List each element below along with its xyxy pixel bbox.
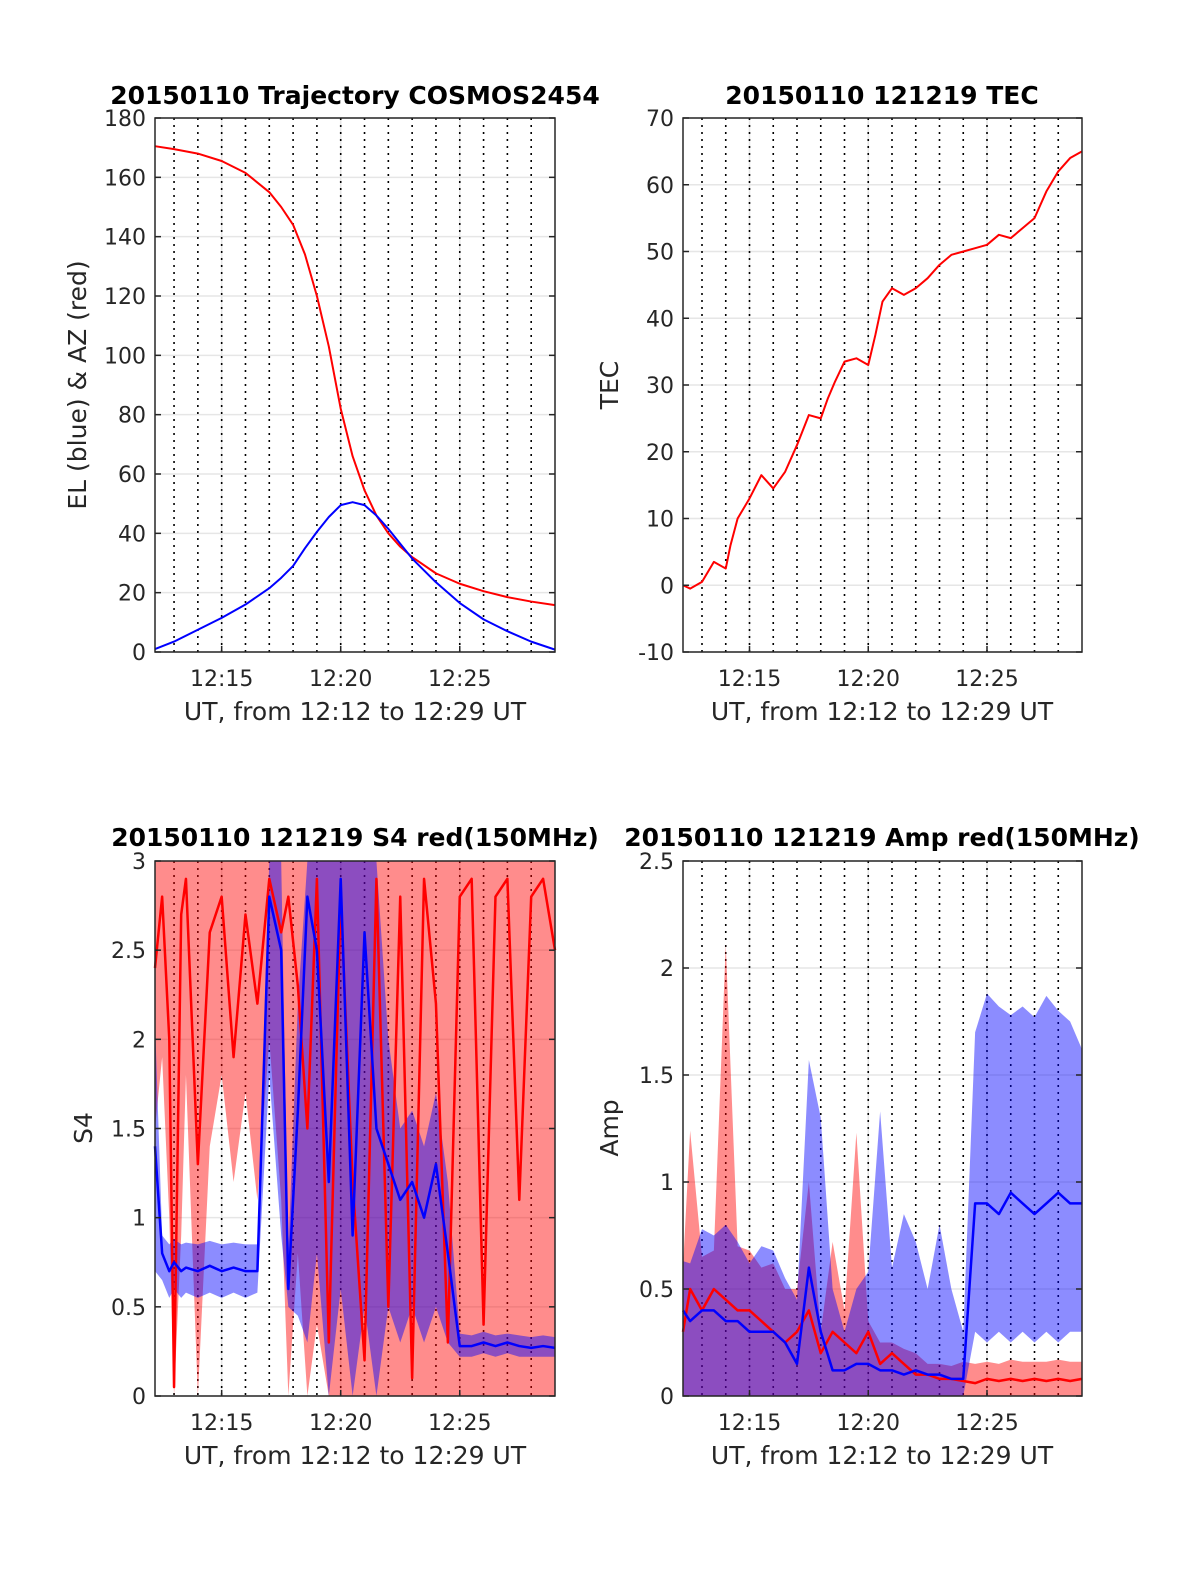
trajectory-y-tick-label: 40 xyxy=(118,522,146,547)
s4-plot-area: 0 0.5 1 1.5 2 2.5 3 12:15 12:20 12:25 xyxy=(111,850,557,1436)
trajectory-y-tick-label: 160 xyxy=(104,166,146,191)
trajectory-x-tick-label: 12:25 xyxy=(428,667,491,692)
s4-x-tick-label: 12:15 xyxy=(190,1411,253,1436)
s4-x-tick-label: 12:25 xyxy=(428,1411,491,1436)
trajectory-y-tick-label: 100 xyxy=(104,344,146,369)
trajectory-AZ-line xyxy=(154,145,556,607)
tec-y-tick-label: 10 xyxy=(646,508,674,533)
amp-axes-box xyxy=(682,860,1083,1397)
amp-title: 20150110 121219 Amp red(150MHz) xyxy=(624,823,1140,852)
tec-x-label: UT, from 12:12 to 12:29 UT xyxy=(711,697,1054,726)
trajectory-y-tick-label: 80 xyxy=(118,404,146,429)
tec-y-tick-label: 30 xyxy=(646,374,674,399)
trajectory-x-label: UT, from 12:12 to 12:29 UT xyxy=(184,697,527,726)
tec-y-tick-label: 40 xyxy=(646,307,674,332)
trajectory-y-tick-label: 120 xyxy=(104,285,146,310)
s4-y-tick-label: 1.5 xyxy=(111,1118,146,1143)
amp-blue-line xyxy=(681,1191,1082,1381)
tec-y-tick-label: 0 xyxy=(660,574,674,599)
tec-y-tick-label: 60 xyxy=(646,174,674,199)
s4-y-label: S4 xyxy=(69,1112,98,1144)
trajectory-EL-line xyxy=(154,501,556,651)
s4-y-tick-label: 3 xyxy=(132,850,146,875)
tec-x-tick-label: 12:20 xyxy=(837,667,900,692)
trajectory-y-tick-label: 140 xyxy=(104,226,146,251)
s4-x-tick-label: 12:20 xyxy=(309,1411,372,1436)
amp-y-tick-label: 1.5 xyxy=(639,1064,674,1089)
amp-y-tick-label: 0.5 xyxy=(639,1278,674,1303)
tec-plot-area: -10 0 10 20 30 40 50 60 70 12:15 12:20 12:25 xyxy=(638,107,1083,692)
amp-red-line xyxy=(681,1287,1083,1385)
s4-y-tick-label: 0 xyxy=(132,1385,146,1410)
tec-title: 20150110 121219 TEC xyxy=(725,81,1038,110)
trajectory-axes-box xyxy=(154,117,556,653)
tec-TEC-line xyxy=(682,150,1083,590)
tec-y-label: TEC xyxy=(595,361,624,411)
amp-y-tick-label: 0 xyxy=(660,1385,674,1410)
panel-s4: 0 0.5 1 1.5 2 2.5 3 12:15 12:20 12:25 20150110 12… xyxy=(69,823,599,1470)
amp-y-label: Amp xyxy=(595,1099,624,1156)
amp-y-tick-label: 2 xyxy=(660,957,674,982)
s4-red-line xyxy=(153,877,557,1389)
trajectory-y-tick-label: 60 xyxy=(118,463,146,488)
trajectory-x-tick-label: 12:20 xyxy=(309,667,372,692)
panel-amp: 0 0.5 1 1.5 2 2.5 12:15 12:20 12:25 20150110 121… xyxy=(595,823,1140,1470)
tec-x-tick-label: 12:15 xyxy=(718,667,781,692)
tec-x-tick-label: 12:25 xyxy=(955,667,1018,692)
trajectory-x-tick-label: 12:15 xyxy=(190,667,253,692)
tec-y-tick-label: 70 xyxy=(646,107,674,132)
amp-x-tick-label: 12:20 xyxy=(837,1411,900,1436)
s4-blue-line xyxy=(153,877,556,1350)
trajectory-y-tick-label: 0 xyxy=(132,641,146,666)
trajectory-y-label: EL (blue) & AZ (red) xyxy=(63,260,92,509)
amp-y-tick-label: 2.5 xyxy=(639,850,674,875)
tec-y-tick-label: 50 xyxy=(646,241,674,266)
s4-y-tick-label: 1 xyxy=(132,1207,146,1232)
amp-blue-range-band xyxy=(683,993,1082,1396)
tec-y-tick-label: 20 xyxy=(646,441,674,466)
amp-plot-area: 0 0.5 1 1.5 2 2.5 12:15 12:20 12:25 xyxy=(639,850,1083,1436)
panel-tec: -10 0 10 20 30 40 50 60 70 12:15 12:20 12:25 201501… xyxy=(595,81,1083,726)
trajectory-y-tick-label: 180 xyxy=(104,107,146,132)
tec-y-tick-label: -10 xyxy=(638,641,674,666)
s4-blue-range-band xyxy=(155,861,555,1396)
trajectory-y-tick-label: 20 xyxy=(118,582,146,607)
s4-title: 20150110 121219 S4 red(150MHz) xyxy=(111,823,599,852)
s4-y-tick-label: 2 xyxy=(132,1028,146,1053)
amp-x-tick-label: 12:25 xyxy=(955,1411,1018,1436)
amp-y-tick-label: 1 xyxy=(660,1171,674,1196)
s4-y-tick-label: 2.5 xyxy=(111,939,146,964)
amp-x-label: UT, from 12:12 to 12:29 UT xyxy=(711,1441,1054,1470)
trajectory-title: 20150110 Trajectory COSMOS2454 xyxy=(110,81,600,110)
trajectory-plot-area: 0 20 40 60 80 100 120 140 160 180 12:15 12:20 12:25 xyxy=(104,107,556,692)
amp-red-range-band xyxy=(683,944,1082,1396)
trajectory-background xyxy=(155,118,555,652)
s4-x-label: UT, from 12:12 to 12:29 UT xyxy=(184,1441,527,1470)
amp-x-tick-label: 12:15 xyxy=(718,1411,781,1436)
s4-y-tick-label: 0.5 xyxy=(111,1296,146,1321)
